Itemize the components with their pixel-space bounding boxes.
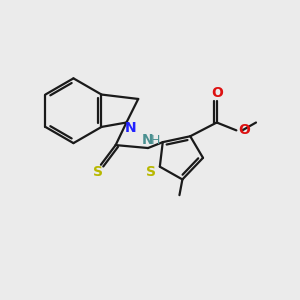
Text: S: S xyxy=(146,165,156,178)
Text: O: O xyxy=(238,123,250,137)
Text: S: S xyxy=(93,165,103,178)
Text: H: H xyxy=(151,134,160,147)
Text: N: N xyxy=(124,122,136,135)
Text: O: O xyxy=(211,86,223,100)
Text: N: N xyxy=(142,133,154,147)
